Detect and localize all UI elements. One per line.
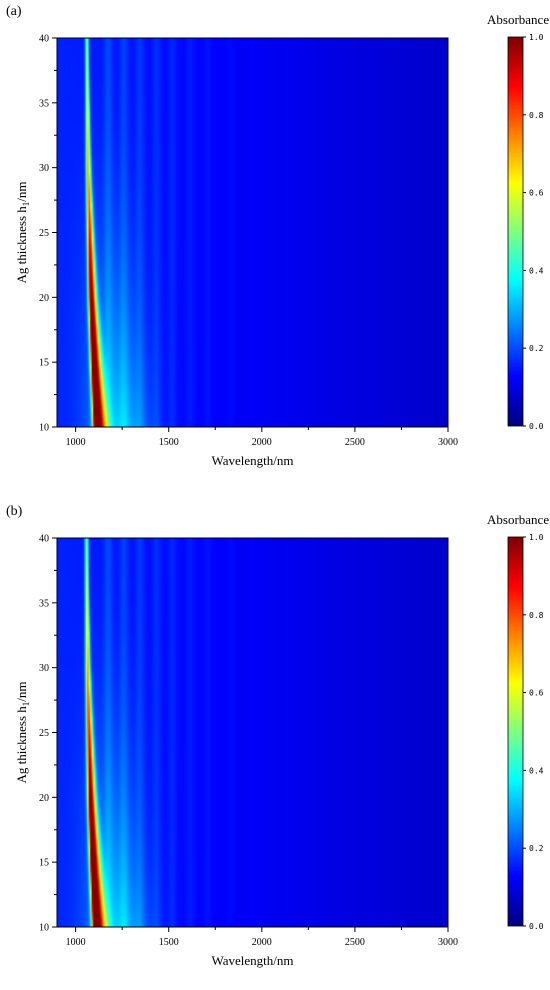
y-tick-label: 35 <box>39 98 49 109</box>
heatmap-image <box>57 538 448 927</box>
colorbar-tick-label: 0.0 <box>529 922 544 931</box>
y-tick-label: 20 <box>39 293 49 304</box>
colorbar-title: Absorbance <box>487 12 550 27</box>
colorbar <box>508 537 523 926</box>
x-tick-label: 2500 <box>345 937 365 948</box>
heatmap-image <box>57 38 448 427</box>
x-tick-label: 2000 <box>252 937 272 948</box>
y-tick-label: 30 <box>39 663 49 674</box>
colorbar-tick-label: 0.8 <box>529 611 544 620</box>
colorbar-tick-label: 0.6 <box>529 689 544 698</box>
y-tick-label: 40 <box>39 534 49 545</box>
y-tick-label: 40 <box>39 34 49 45</box>
colorbar-tick-label: 0.2 <box>529 344 544 353</box>
panel-label: (b) <box>6 504 23 519</box>
x-tick-label: 1000 <box>66 437 86 448</box>
colorbar <box>508 37 523 426</box>
x-tick-label: 1000 <box>66 937 86 948</box>
colorbar-tick-label: 0.4 <box>529 766 544 775</box>
colorbar-tick-label: 0.4 <box>529 266 544 275</box>
y-tick-label: 15 <box>39 858 49 869</box>
colorbar-frame <box>507 36 524 427</box>
y-tick-label: 10 <box>39 423 49 434</box>
colorbar-tick-label: 0.6 <box>529 189 544 198</box>
y-tick-label: 20 <box>39 793 49 804</box>
y-tick-label: 25 <box>39 228 49 239</box>
x-tick-label: 2500 <box>345 437 365 448</box>
heatmap-chart-b: 1000 1500 2000 2500 3000 10 15 20 25 30 35 40 Wavele… <box>14 533 544 968</box>
heatmap-chart-a: 1000 1500 2000 2500 3000 10 15 20 25 30 35 40 Wavele… <box>14 33 544 468</box>
x-axis-label: Wavelength/nm <box>212 453 294 468</box>
y-axis-label: Ag thickness h1/nm <box>14 181 31 283</box>
x-tick-label: 1500 <box>159 437 179 448</box>
y-tick-label: 35 <box>39 598 49 609</box>
x-tick-label: 3000 <box>438 437 458 448</box>
panel-label: (a) <box>6 4 22 19</box>
colorbar-frame <box>507 536 524 927</box>
x-tick-label: 2000 <box>252 437 272 448</box>
colorbar-tick-label: 0.8 <box>529 111 544 120</box>
x-axis-label: Wavelength/nm <box>212 953 294 968</box>
y-tick-label: 10 <box>39 923 49 934</box>
y-axis-label: Ag thickness h1/nm <box>14 681 31 783</box>
panel-a: (a) Absorbance 1000 1500 2000 2500 3000 10 15 2… <box>0 0 550 490</box>
colorbar-tick-label: 1.0 <box>529 33 544 42</box>
colorbar-title: Absorbance <box>487 512 550 527</box>
panel-b: (b) Absorbance 1000 1500 2000 2500 3000 10 15 2… <box>0 500 550 990</box>
x-tick-label: 1500 <box>159 937 179 948</box>
y-tick-label: 25 <box>39 728 49 739</box>
colorbar-tick-label: 0.2 <box>529 844 544 853</box>
y-tick-label: 30 <box>39 163 49 174</box>
y-tick-label: 15 <box>39 358 49 369</box>
colorbar-tick-label: 1.0 <box>529 533 544 542</box>
colorbar-tick-label: 0.0 <box>529 422 544 431</box>
x-tick-label: 3000 <box>438 937 458 948</box>
